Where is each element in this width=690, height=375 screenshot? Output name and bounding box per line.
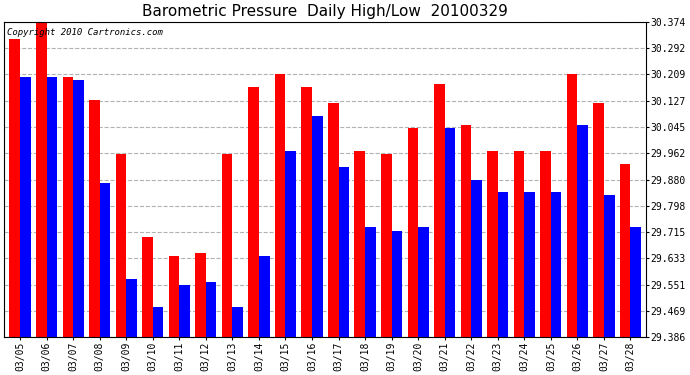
Bar <box>36 23 47 337</box>
Bar <box>392 231 402 337</box>
Bar <box>312 116 323 337</box>
Bar <box>540 151 551 337</box>
Bar <box>355 151 365 337</box>
Bar <box>631 227 641 337</box>
Bar <box>471 180 482 337</box>
Bar <box>73 81 83 337</box>
Bar <box>487 151 497 337</box>
Bar <box>152 307 164 337</box>
Bar <box>179 285 190 337</box>
Bar <box>195 253 206 337</box>
Bar <box>100 183 110 337</box>
Bar <box>524 192 535 337</box>
Bar <box>169 256 179 337</box>
Bar <box>551 192 562 337</box>
Bar <box>418 227 428 337</box>
Bar <box>604 195 615 337</box>
Bar <box>302 87 312 337</box>
Bar <box>461 125 471 337</box>
Bar <box>328 103 339 337</box>
Bar <box>259 256 270 337</box>
Bar <box>566 74 578 337</box>
Bar <box>514 151 524 337</box>
Bar <box>47 77 57 337</box>
Bar <box>142 237 152 337</box>
Bar <box>286 151 296 337</box>
Bar <box>206 282 217 337</box>
Title: Barometric Pressure  Daily High/Low  20100329: Barometric Pressure Daily High/Low 20100… <box>142 4 509 19</box>
Bar <box>275 74 286 337</box>
Text: Copyright 2010 Cartronics.com: Copyright 2010 Cartronics.com <box>8 28 164 37</box>
Bar <box>620 164 631 337</box>
Bar <box>365 227 376 337</box>
Bar <box>126 279 137 337</box>
Bar <box>578 125 588 337</box>
Bar <box>221 154 233 337</box>
Bar <box>233 307 243 337</box>
Bar <box>116 154 126 337</box>
Bar <box>497 192 509 337</box>
Bar <box>434 84 445 337</box>
Bar <box>593 103 604 337</box>
Bar <box>63 77 73 337</box>
Bar <box>89 100 100 337</box>
Bar <box>381 154 392 337</box>
Bar <box>339 167 349 337</box>
Bar <box>445 128 455 337</box>
Bar <box>408 128 418 337</box>
Bar <box>10 39 20 337</box>
Bar <box>20 77 31 337</box>
Bar <box>248 87 259 337</box>
